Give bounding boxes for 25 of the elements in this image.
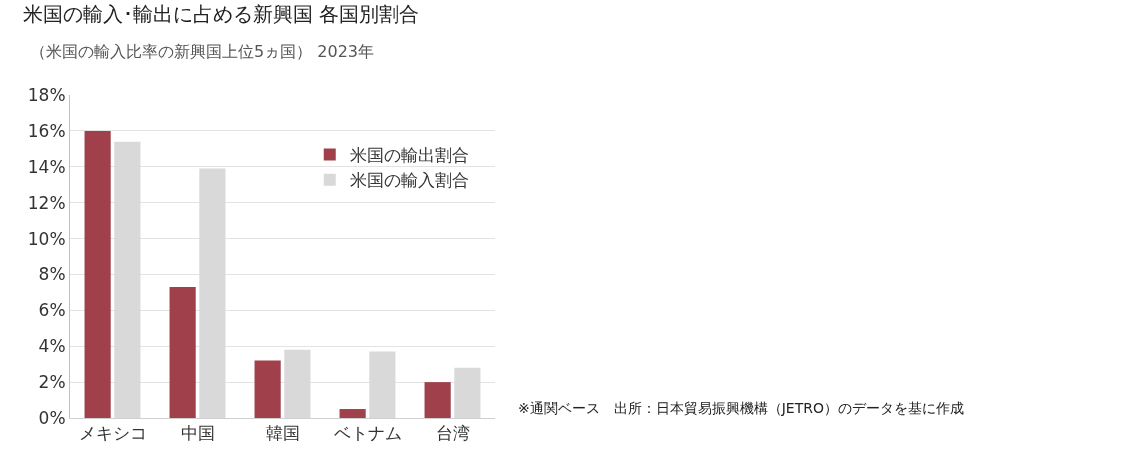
y-tick-label: 0%: [38, 407, 66, 428]
bar: [84, 130, 111, 418]
x-tick-label: 台湾: [435, 423, 470, 444]
y-tick-label: 10%: [27, 228, 66, 249]
x-tick-label: メキシコ: [78, 423, 147, 444]
bar: [254, 360, 281, 418]
y-tick-label: 4%: [38, 336, 66, 357]
y-tick-label: 8%: [38, 264, 66, 285]
x-tick-label: 中国: [180, 423, 215, 444]
chart-title: 米国の輸入･輸出に占める新興国 各国別割合: [22, 2, 419, 27]
bar: [339, 409, 366, 418]
legend-label: 米国の輸入割合: [349, 170, 469, 191]
y-tick-label: 2%: [38, 372, 66, 393]
y-tick-label: 18%: [27, 84, 66, 105]
bar: [424, 382, 451, 418]
y-tick-label: 16%: [27, 120, 66, 141]
y-tick-label: 14%: [27, 156, 66, 177]
legend-label: 米国の輸出割合: [349, 145, 469, 166]
y-tick-label: 12%: [27, 192, 66, 213]
bar: [169, 287, 196, 418]
x-tick-label: 韓国: [265, 423, 300, 444]
chart-subtitle: （米国の輸入比率の新興国上位5ヵ国） 2023年: [30, 42, 374, 61]
text: ※通関ベース 出所：日本貿易振興機構（JETRO）のデータを基に作成: [518, 400, 965, 416]
x-tick-label: ベトナム: [333, 423, 402, 444]
y-tick-label: 6%: [38, 300, 66, 321]
